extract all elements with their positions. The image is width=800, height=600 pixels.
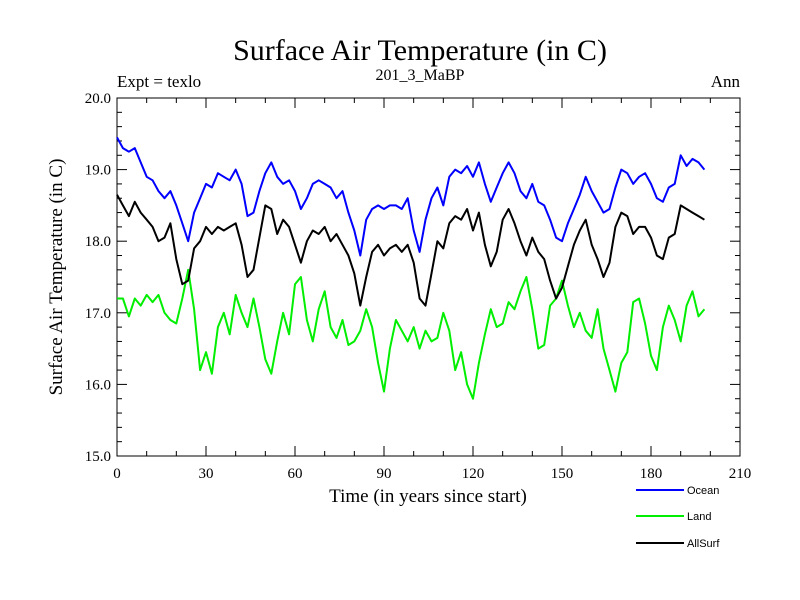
x-tick-label: 180 [640,466,663,482]
series-line-allsurf [116,194,705,307]
x-tick-label: 120 [462,466,485,482]
series-group [116,136,706,400]
series-line-ocean [116,136,706,257]
period-label: Ann [711,72,741,91]
y-tick-label: 19.0 [85,163,111,179]
experiment-label: Expt = texlo [117,72,201,91]
chart-title: Surface Air Temperature (in C) [233,34,607,67]
x-axis-label: Time (in years since start) [329,486,527,507]
x-tick-label: 90 [377,466,392,482]
legend-label-ocean: Ocean [687,485,719,497]
x-tick-label: 30 [199,466,214,482]
legend-label-land: Land [687,511,711,523]
y-tick-label: 16.0 [85,377,111,393]
chart-subtitle: 201_3_MaBP [376,67,465,84]
y-tick-label: 20.0 [85,91,111,107]
x-tick-label: 210 [729,466,752,482]
plot-frame [116,97,741,457]
legend-label-allsurf: AllSurf [687,538,720,550]
x-tick-label: 0 [113,466,121,482]
x-tick-label: 60 [288,466,303,482]
y-tick-label: 17.0 [85,306,111,322]
legend: Ocean Land AllSurf [636,485,720,550]
series-line-land [117,268,706,400]
y-tick-label: 15.0 [85,449,111,465]
axis-tick-labels: 0 30 60 90 120 150 180 210 15.0 16.0 17.0 18.0 19.0 2… [85,91,752,482]
y-tick-label: 18.0 [85,234,111,250]
y-axis-label: Surface Air Temperature (in C) [46,159,67,396]
x-tick-label: 150 [551,466,574,482]
axis-ticks [116,97,741,457]
